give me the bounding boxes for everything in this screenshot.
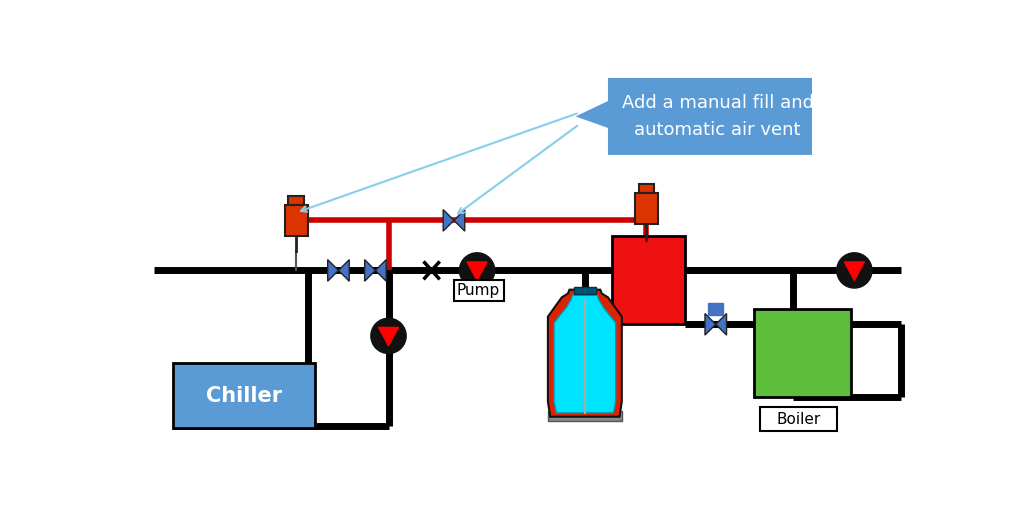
Circle shape [372,319,406,353]
Polygon shape [845,262,864,280]
Polygon shape [328,259,339,281]
FancyBboxPatch shape [755,309,851,398]
Polygon shape [379,327,398,346]
Polygon shape [339,259,349,281]
Text: Pump: Pump [457,283,501,298]
FancyBboxPatch shape [635,193,658,224]
Polygon shape [443,209,454,231]
FancyBboxPatch shape [289,196,304,205]
Text: Chiller: Chiller [206,386,282,406]
Polygon shape [554,295,615,413]
FancyBboxPatch shape [173,363,315,428]
Polygon shape [575,78,812,155]
Text: Add a manual fill and
automatic air vent: Add a manual fill and automatic air vent [622,94,814,139]
Polygon shape [467,262,487,280]
Polygon shape [716,314,727,335]
Polygon shape [365,259,376,281]
FancyBboxPatch shape [548,412,622,420]
Polygon shape [705,314,716,335]
Polygon shape [548,290,622,417]
FancyBboxPatch shape [761,407,838,430]
FancyBboxPatch shape [285,205,307,236]
Polygon shape [454,209,465,231]
FancyBboxPatch shape [611,236,685,324]
FancyBboxPatch shape [454,280,504,301]
Circle shape [460,254,494,288]
FancyBboxPatch shape [708,303,724,315]
Text: Boiler: Boiler [777,412,821,427]
FancyBboxPatch shape [574,288,596,293]
Circle shape [838,254,871,288]
Polygon shape [376,259,386,281]
FancyBboxPatch shape [639,184,654,193]
